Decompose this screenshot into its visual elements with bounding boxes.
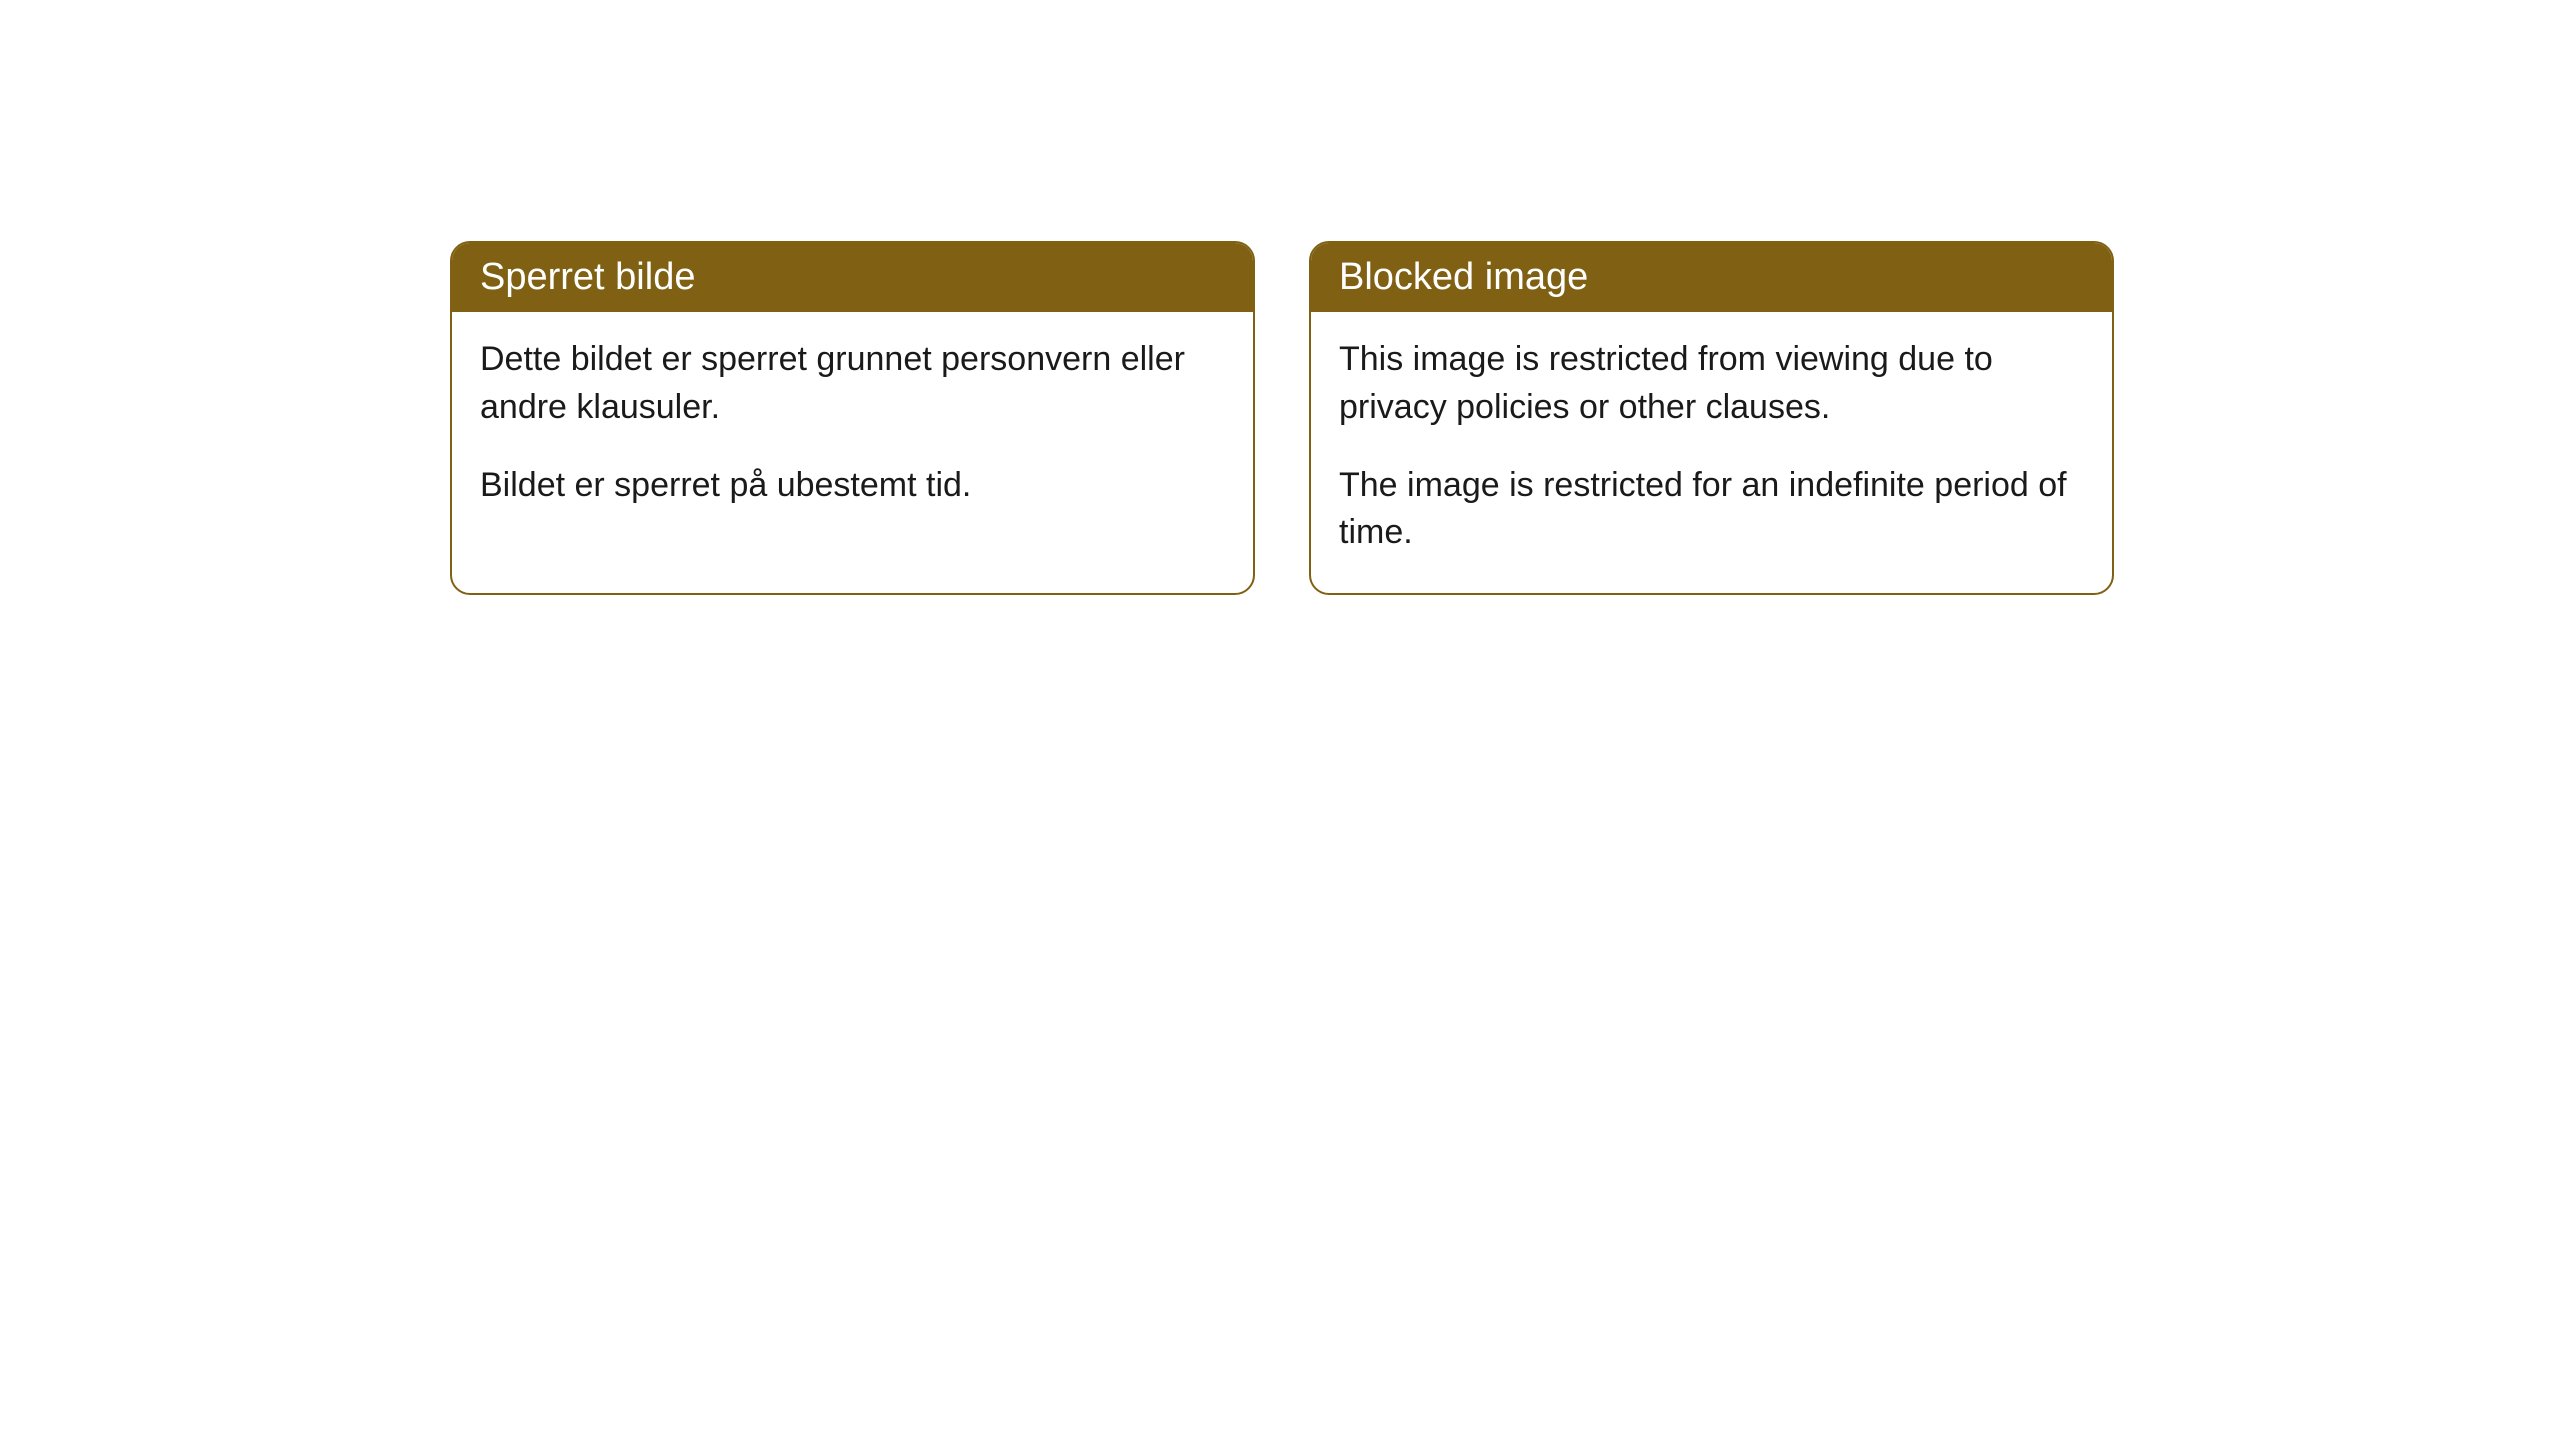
card-paragraph: Dette bildet er sperret grunnet personve… <box>480 336 1225 431</box>
card-header: Blocked image <box>1311 243 2112 312</box>
card-body: This image is restricted from viewing du… <box>1311 312 2112 592</box>
notice-card-norwegian: Sperret bilde Dette bildet er sperret gr… <box>450 241 1255 595</box>
notice-card-english: Blocked image This image is restricted f… <box>1309 241 2114 595</box>
card-paragraph: The image is restricted for an indefinit… <box>1339 462 2084 557</box>
card-paragraph: This image is restricted from viewing du… <box>1339 336 2084 431</box>
card-title: Sperret bilde <box>480 256 695 298</box>
card-title: Blocked image <box>1339 256 1588 298</box>
card-header: Sperret bilde <box>452 243 1253 312</box>
card-body: Dette bildet er sperret grunnet personve… <box>452 312 1253 545</box>
card-paragraph: Bildet er sperret på ubestemt tid. <box>480 462 1225 510</box>
notice-cards-container: Sperret bilde Dette bildet er sperret gr… <box>450 241 2114 595</box>
